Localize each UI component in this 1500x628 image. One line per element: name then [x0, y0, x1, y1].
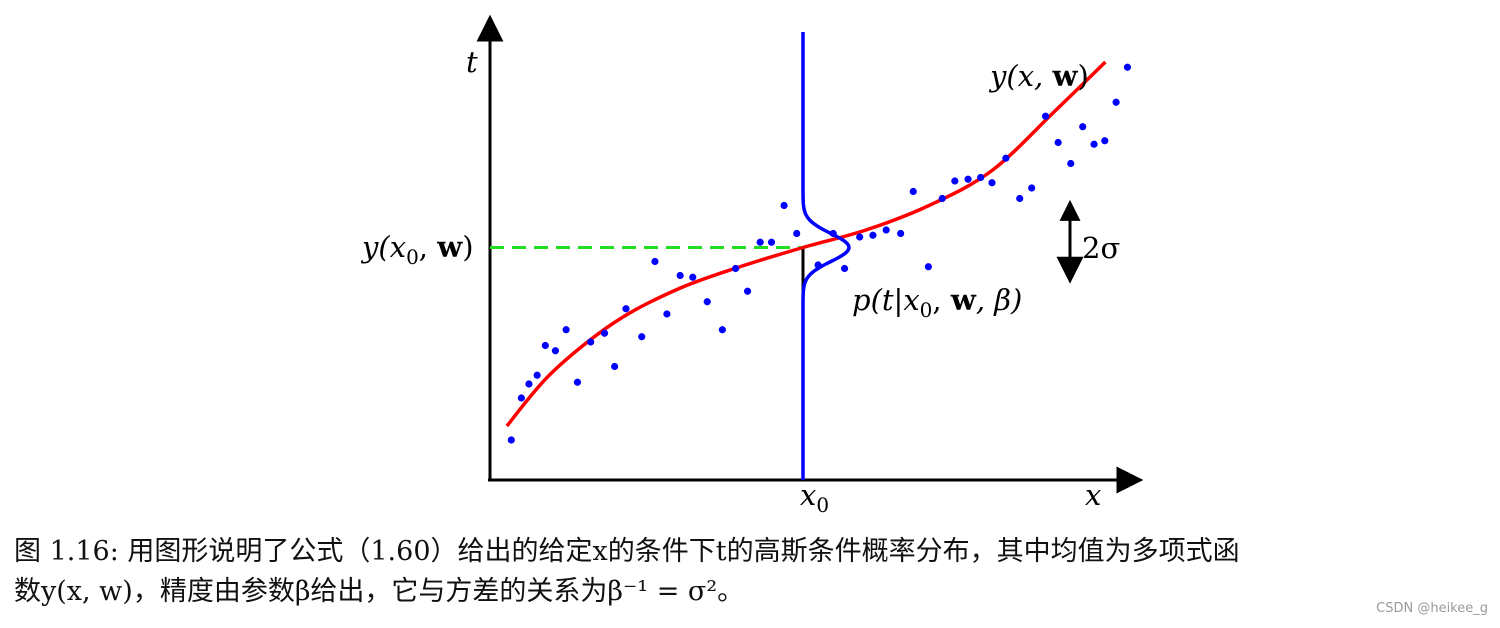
data-point: [882, 226, 890, 234]
y-x-w-label: y(x, w): [988, 59, 1089, 93]
p-x: x: [903, 283, 919, 317]
y-x0-pre: y(: [360, 230, 390, 264]
watermark: CSDN @heikee_g: [1376, 601, 1488, 616]
data-point: [767, 238, 776, 246]
data-points: [507, 63, 1132, 444]
data-point: [651, 257, 659, 266]
data-point: [551, 347, 560, 355]
data-point: [814, 261, 822, 269]
p-post: , β): [976, 283, 1023, 317]
y-x0-x: x: [390, 230, 406, 264]
data-point: [1079, 123, 1087, 131]
p-sub: 0: [920, 298, 933, 322]
data-point: [663, 310, 671, 318]
data-point: [909, 187, 917, 196]
data-point: [703, 298, 711, 306]
data-point: [840, 264, 849, 273]
x-axis-label: x: [1085, 478, 1101, 512]
y-x0-w: w: [436, 230, 463, 264]
data-point: [611, 362, 619, 371]
y-x0-post: ): [462, 230, 473, 264]
two-sigma-label: 2σ: [1082, 231, 1120, 265]
y-x0-sub: 0: [406, 245, 419, 269]
data-point: [756, 238, 764, 246]
y-x-w-w: w: [1052, 59, 1079, 93]
data-point: [1101, 137, 1109, 145]
t-axis-label: t: [466, 45, 478, 79]
data-point: [1028, 184, 1036, 192]
data-point: [638, 333, 646, 341]
y-x-w-pre: y(x,: [988, 59, 1053, 93]
data-point: [731, 264, 740, 273]
data-point: [869, 231, 877, 239]
data-point: [533, 371, 541, 379]
data-point: [988, 179, 996, 187]
data-point: [938, 194, 946, 203]
data-point: [562, 326, 570, 334]
data-point: [897, 229, 905, 238]
data-point: [573, 378, 582, 386]
data-point: [964, 175, 972, 183]
regression-figure: t x x0 y(x0, w) y(x, w) 2σ p(t|x0, w, β): [360, 14, 1144, 517]
data-point: [856, 233, 864, 241]
data-point: [1112, 98, 1120, 106]
y-x0-comma: ,: [419, 230, 437, 264]
data-point: [1067, 159, 1075, 168]
data-point: [517, 394, 525, 402]
data-point: [676, 271, 684, 280]
data-point: [718, 326, 726, 334]
data-point: [793, 229, 801, 238]
data-point: [507, 436, 515, 444]
figure-caption: 图 1.16: 用图形说明了公式（1.60）给出的给定x的条件下t的高斯条件概率…: [14, 532, 1494, 612]
x0-sub: 0: [816, 493, 829, 517]
data-point: [743, 287, 752, 295]
x0-base: x: [800, 478, 816, 512]
p-w: w: [950, 283, 977, 317]
data-point: [1123, 63, 1132, 71]
caption-line-2: 数y(x, w)，精度由参数β给出，它与方差的关系为β⁻¹ = σ²。: [14, 576, 745, 607]
p-comma: ,: [932, 283, 950, 317]
data-point: [587, 338, 595, 346]
data-point: [1002, 154, 1010, 162]
data-point: [541, 341, 549, 350]
y-x0-w-label: y(x0, w): [360, 230, 474, 269]
data-point: [622, 305, 630, 313]
data-point: [1054, 138, 1062, 147]
polynomial-curve: [505, 60, 1107, 428]
data-point: [977, 173, 985, 182]
gaussian-density-curve: [801, 32, 851, 480]
data-point: [951, 177, 959, 185]
data-point: [1041, 112, 1050, 120]
y-x-w-post: ): [1077, 59, 1088, 93]
p-density-label: p(t|x0, w, β): [852, 283, 1022, 322]
data-point: [829, 229, 837, 238]
caption-line-1: 图 1.16: 用图形说明了公式（1.60）给出的给定x的条件下t的高斯条件概率…: [14, 536, 1240, 567]
data-point: [1016, 194, 1024, 203]
data-point: [525, 380, 533, 388]
x0-tick-label: x0: [800, 478, 829, 517]
data-point: [924, 263, 932, 271]
p-pre: p(t|: [852, 283, 903, 317]
data-point: [600, 329, 609, 337]
data-point: [689, 273, 697, 281]
data-point: [780, 201, 788, 210]
data-point: [1090, 140, 1098, 148]
